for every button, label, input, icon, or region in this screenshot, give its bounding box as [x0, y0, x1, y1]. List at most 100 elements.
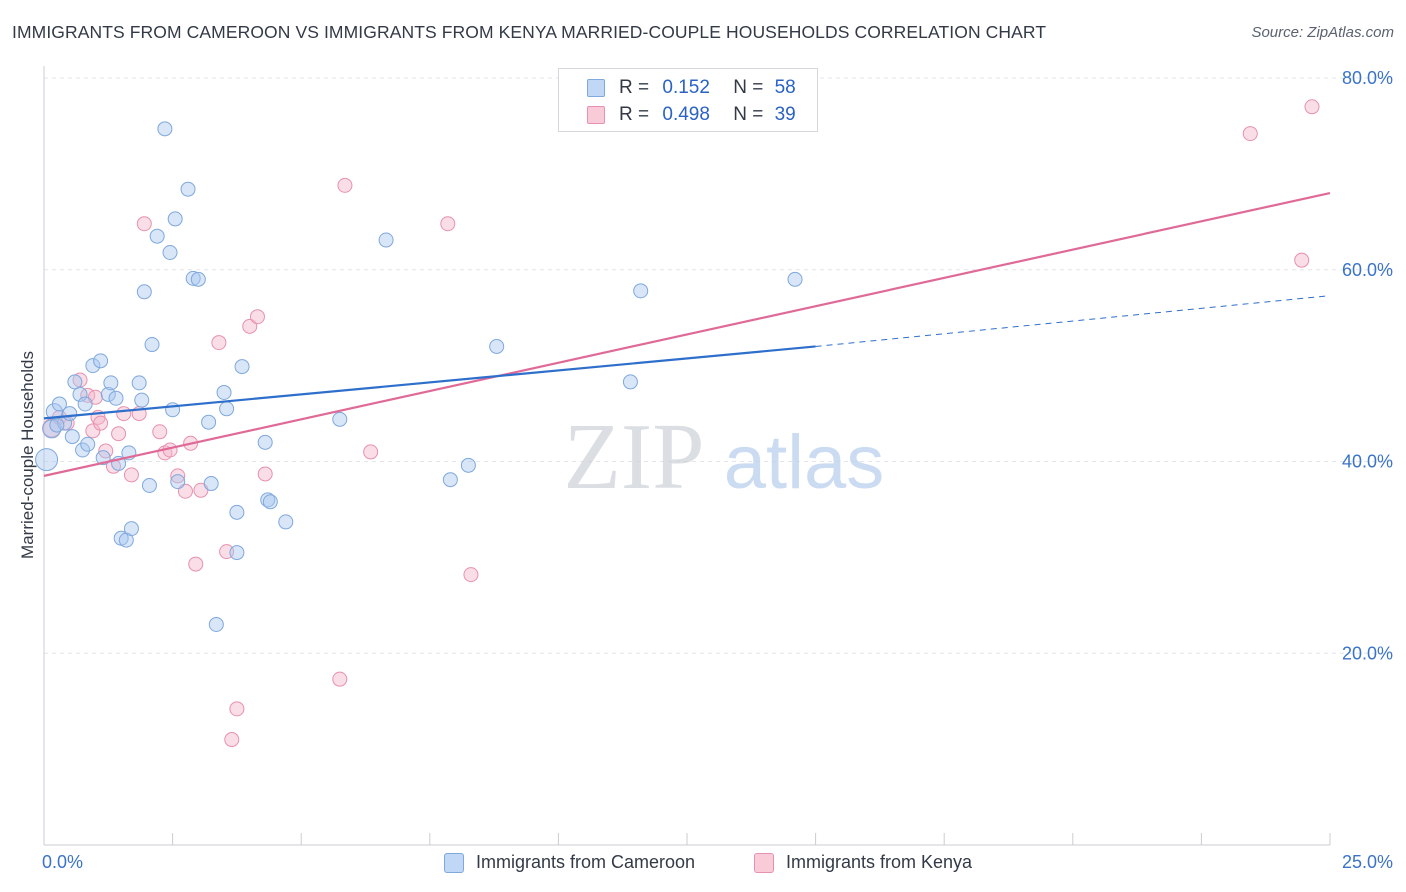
correlation-legend: R = 0.152 N = 58 R = 0.498 N = 39	[558, 68, 818, 132]
cameroon-point-30	[162, 244, 178, 260]
cameroon-point-39	[208, 616, 224, 632]
kenya-point-5	[85, 423, 101, 439]
cameroon-point-57	[49, 417, 65, 433]
cameroon-point-38	[203, 476, 219, 492]
legend-n-label: N =	[733, 104, 764, 125]
cameroon-point-28	[149, 228, 165, 244]
cameroon-swatch	[587, 79, 605, 97]
cameroon-point-48	[278, 514, 294, 530]
cameroon-point-22	[123, 521, 139, 537]
cameroon-point-10	[75, 442, 91, 458]
kenya-point-34	[440, 216, 456, 232]
cameroon-point-37	[201, 414, 217, 430]
cameroon-point-6	[64, 429, 80, 445]
legend-r-kenya: 0.498	[662, 104, 710, 125]
cameroon-point-2	[45, 403, 63, 421]
cameroon-point-23	[131, 375, 147, 391]
cameroon-point-34	[180, 181, 196, 197]
watermark: ZIP atlas	[564, 405, 885, 509]
cameroon-point-5	[62, 406, 78, 422]
legend-r-cameroon: 0.152	[662, 77, 710, 98]
cameroon-point-0	[35, 448, 59, 472]
kenya-point-15	[136, 216, 152, 232]
cameroon-point-44	[234, 359, 250, 375]
kenya-point-35	[463, 567, 479, 583]
cameroon-point-9	[77, 396, 93, 412]
kenya-legend-swatch	[754, 853, 774, 873]
cameroon-point-41	[219, 401, 235, 417]
cameroon-point-35	[185, 270, 201, 286]
cameroon-point-43	[229, 545, 245, 561]
watermark-atlas: atlas	[724, 420, 885, 505]
source-credit: Source: ZipAtlas.com	[1251, 24, 1394, 41]
cameroon-point-49	[332, 411, 348, 427]
legend-n-cameroon: 58	[774, 77, 796, 98]
legend-n-kenya: 39	[774, 104, 796, 125]
kenya-point-33	[363, 444, 379, 460]
kenya-legend-label: Immigrants from Kenya	[786, 852, 973, 872]
y-tick-label-60: 60.0%	[1342, 260, 1393, 280]
cameroon-point-3	[51, 396, 67, 412]
cameroon-point-32	[167, 211, 183, 227]
cameroon-point-12	[85, 358, 101, 374]
tick-labels: 20.0% 40.0% 60.0% 80.0% 0.0% 25.0%	[42, 68, 1393, 872]
cameroon-point-24	[134, 392, 150, 408]
cameroon-point-11	[80, 436, 96, 452]
cameroon-point-25	[136, 284, 152, 300]
cameroon-point-50	[378, 232, 394, 248]
y-axis-label: Married-couple Households	[18, 351, 37, 559]
legend-r-label: R =	[619, 77, 650, 98]
legend-text-cameroon: R = 0.152 N = 58	[619, 77, 796, 99]
cameroon-point-45	[257, 434, 273, 450]
watermark-zip: ZIP	[564, 405, 705, 509]
kenya-point-38	[1304, 99, 1320, 115]
kenya-point-30	[257, 466, 273, 482]
legend-r-label: R =	[619, 104, 650, 125]
cameroon-point-56	[787, 271, 803, 287]
cameroon-point-27	[144, 337, 160, 353]
kenya-point-19	[170, 468, 186, 484]
cameroon-point-29	[157, 121, 173, 137]
kenya-point-32	[337, 177, 353, 193]
cameroon-point-46	[260, 492, 276, 508]
kenya-point-13	[123, 467, 139, 483]
cameroon-point-8	[72, 386, 88, 402]
kenya-point-36	[1242, 126, 1258, 142]
cameroon-point-52	[460, 457, 476, 473]
cameroon-trend-line	[43, 345, 816, 420]
cameroon-points	[35, 121, 803, 632]
trend-lines	[43, 191, 1331, 477]
chart-title: IMMIGRANTS FROM CAMEROON VS IMMIGRANTS F…	[12, 22, 1047, 42]
cameroon-legend-swatch	[444, 853, 464, 873]
kenya-point-24	[211, 335, 227, 351]
cameroon-point-54	[622, 374, 638, 390]
kenya-point-26	[224, 732, 240, 748]
cameroon-point-42	[229, 504, 245, 520]
y-tick-label-80: 80.0%	[1342, 68, 1393, 88]
x-tick-label-0: 0.0%	[42, 852, 83, 872]
kenya-point-16	[152, 424, 168, 440]
cameroon-legend-label: Immigrants from Cameroon	[476, 852, 696, 872]
cameroon-point-55	[633, 283, 649, 299]
cameroon-point-53	[489, 338, 505, 354]
cameroon-point-17	[108, 390, 124, 406]
legend-n-label: N =	[733, 77, 764, 98]
cameroon-point-47	[262, 494, 278, 510]
kenya-point-8	[93, 415, 109, 431]
kenya-point-11	[111, 426, 127, 442]
cameroon-point-26	[141, 477, 157, 493]
cameroon-point-33	[170, 474, 186, 490]
cameroon-point-16	[103, 375, 119, 391]
cameroon-point-7	[67, 374, 83, 390]
kenya-point-12	[116, 406, 132, 422]
kenya-swatch	[587, 106, 605, 124]
kenya-point-31	[332, 671, 348, 687]
kenya-point-37	[1294, 252, 1310, 268]
kenya-trend-line	[43, 191, 1331, 477]
y-tick-label-40: 40.0%	[1342, 452, 1393, 472]
y-tick-label-20: 20.0%	[1342, 643, 1393, 663]
kenya-point-22	[188, 556, 204, 572]
kenya-point-27	[229, 701, 245, 717]
kenya-point-29	[249, 309, 265, 325]
